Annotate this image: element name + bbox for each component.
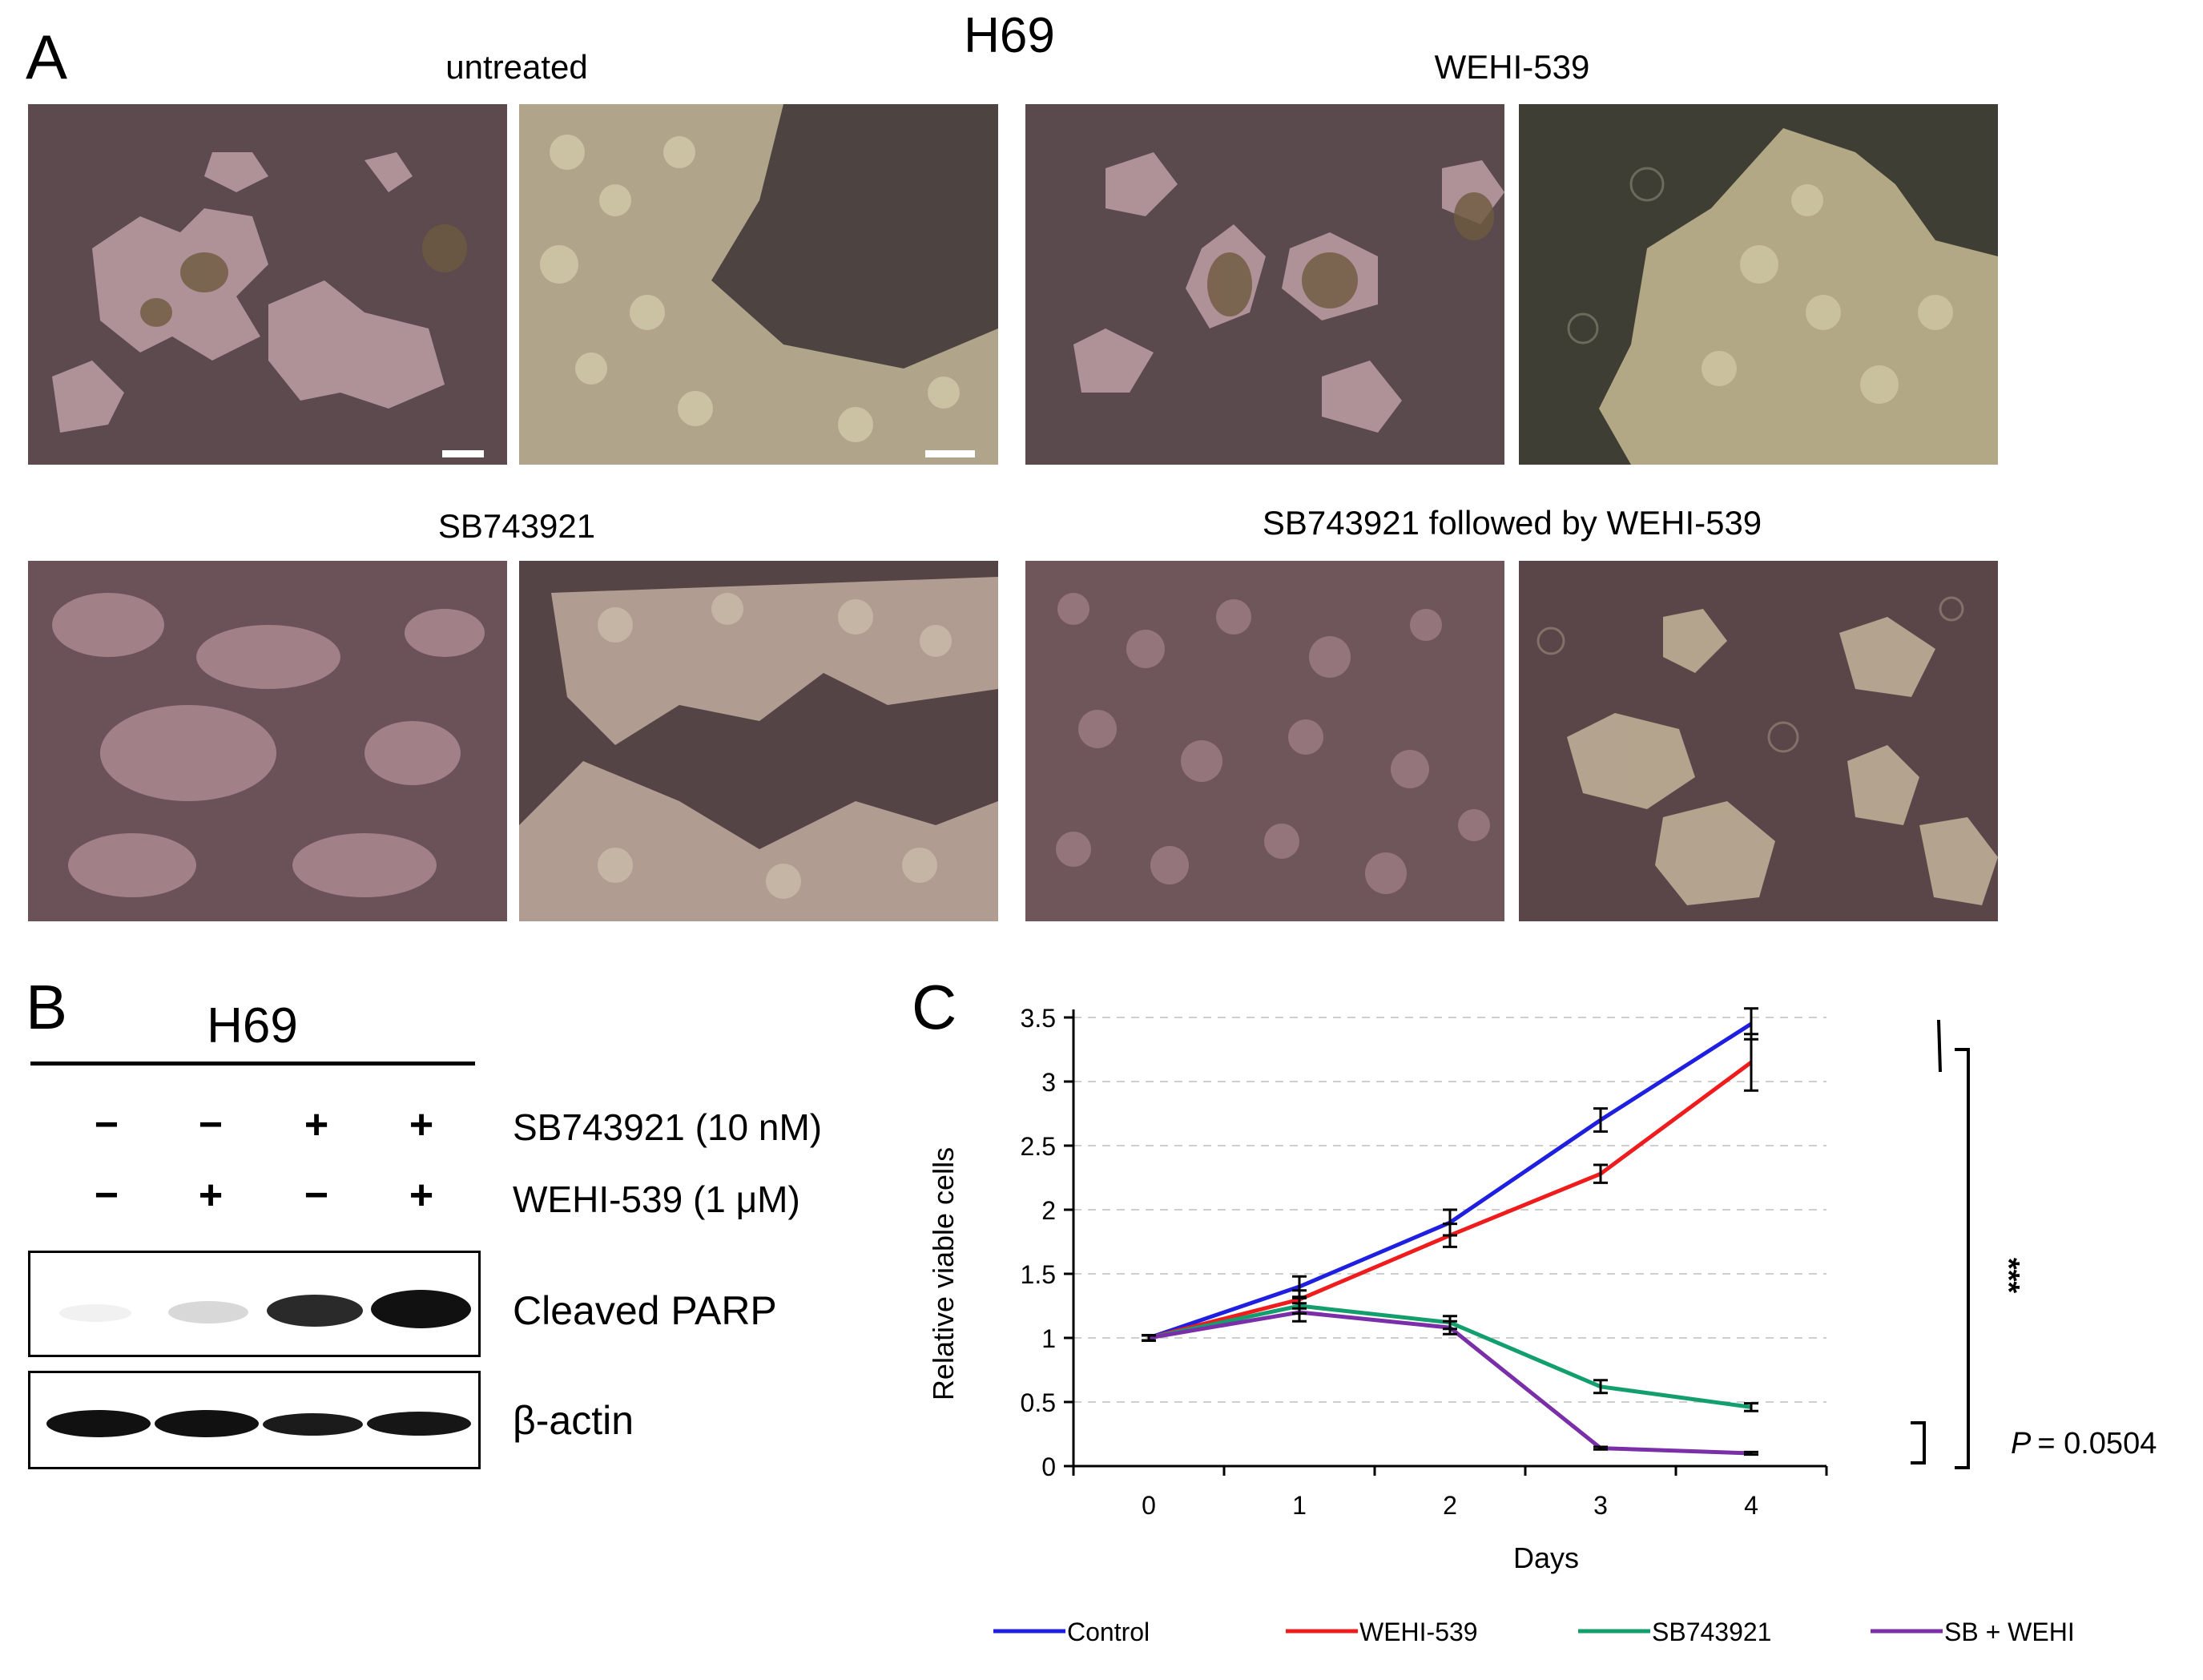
micrograph-combo-low [1025, 561, 1504, 921]
wehi-treatment-label: WEHI-539 (1 μM) [513, 1178, 800, 1220]
x-tick-labels: 0 1 2 3 4 [1142, 1491, 1758, 1520]
error-bar-2-4 [1744, 1402, 1758, 1412]
x-axis-label: Days [1513, 1541, 1579, 1574]
sb-sign-lane-2: − [198, 1102, 224, 1148]
scale-bar-low [442, 450, 484, 457]
caption-combo: SB743921 followed by WEHI-539 [1262, 504, 1762, 542]
caption-sb: SB743921 [437, 507, 596, 545]
error-bar-3-4 [1744, 1450, 1758, 1456]
p-value: = 0.0504 [2037, 1427, 2157, 1460]
y-tick-label-1: 0.5 [1021, 1388, 1056, 1417]
legend-label-3: SB + WEHI [1944, 1618, 2075, 1646]
actin-band-lane-2 [155, 1410, 259, 1437]
micrograph-combo-high [1519, 561, 1998, 921]
panel-a-cell-line: H69 [964, 8, 1055, 63]
error-bar-1-2 [1443, 1223, 1457, 1248]
cleaved-parp-label: Cleaved PARP [513, 1288, 777, 1333]
micrograph-untreated-low [28, 104, 507, 465]
bracket-small [1911, 1421, 1926, 1464]
micrograph-sb-low [28, 561, 507, 921]
actin-band-lane-4 [367, 1412, 471, 1436]
y-tick-label-5: 2.5 [1021, 1132, 1056, 1161]
parp-band-lane-1 [59, 1304, 131, 1322]
parp-band-lane-2 [168, 1301, 248, 1323]
error-bar-2-3 [1593, 1379, 1608, 1395]
micrograph-wehi-high [1519, 104, 1998, 465]
sb-sign-lane-3: + [304, 1102, 329, 1148]
error-bar-3-3 [1593, 1445, 1608, 1451]
panel-b-letter: B [26, 972, 68, 1042]
wehi-sign-lane-4: + [409, 1172, 434, 1219]
parp-band-lane-3 [267, 1295, 363, 1327]
series-line-1 [1148, 1060, 1753, 1340]
actin-band-lane-3 [263, 1413, 363, 1436]
sb-sign-lane-4: + [409, 1102, 434, 1148]
legend-label-2: SB743921 [1652, 1618, 1771, 1646]
error-bar-3-0 [1142, 1334, 1156, 1342]
series-line-0 [1148, 1021, 1753, 1340]
parp-band-lane-4 [371, 1290, 471, 1328]
y-tick-label-0: 0 [1041, 1452, 1056, 1481]
panel-b-cell-line: H69 [207, 998, 298, 1054]
micrograph-sb-high [519, 561, 998, 921]
y-tick-label-7: 3.5 [1021, 1004, 1056, 1033]
beta-actin-label: β-actin [513, 1398, 634, 1443]
error-bars [1142, 1007, 1758, 1456]
y-tick-label-3: 1.5 [1021, 1260, 1056, 1289]
error-bar-1-3 [1593, 1163, 1608, 1184]
x-tick-label-4: 4 [1744, 1491, 1758, 1520]
wehi-sign-lane-2: + [198, 1172, 224, 1219]
caption-untreated: untreated [445, 48, 588, 86]
x-tick-label-2: 2 [1443, 1491, 1457, 1520]
p-value-annotation: P = 0.0504 [2011, 1427, 2157, 1460]
blot-cleaved-parp [28, 1251, 481, 1357]
error-bar-3-1 [1292, 1302, 1307, 1323]
axes [1064, 1009, 1828, 1476]
significance-stars: *** [1992, 1258, 2025, 1294]
actin-band-lane-1 [46, 1410, 151, 1437]
x-tick-label-0: 0 [1142, 1491, 1156, 1520]
y-tick-labels: 0 0.5 1 1.5 2 2.5 3 3.5 [1021, 1004, 1056, 1481]
y-axis-label: Relative viable cells [927, 1147, 960, 1400]
error-bar-1-4 [1744, 1033, 1758, 1092]
y-tick-label-6: 3 [1041, 1068, 1056, 1097]
panel-b-header-line [30, 1062, 475, 1066]
blot-beta-actin [28, 1371, 481, 1469]
panel-a-letter: A [26, 22, 68, 92]
sb-sign-lane-1: − [94, 1102, 119, 1148]
p-prefix: P [2011, 1427, 2032, 1460]
legend-label-0: Control [1067, 1618, 1150, 1646]
y-tick-label-4: 2 [1041, 1196, 1056, 1225]
wehi-sign-lane-3: − [304, 1172, 329, 1219]
y-tick-label-2: 1 [1041, 1324, 1056, 1353]
wehi-sign-lane-1: − [94, 1172, 119, 1219]
chart-legend: Control WEHI-539 SB743921 SB + WEHI [993, 1618, 2075, 1646]
significance-brackets [1911, 1019, 1970, 1469]
panel-c-letter: C [912, 972, 957, 1042]
micrograph-untreated-high [519, 104, 998, 465]
bracket-control-wehi [1937, 1019, 1942, 1073]
sb-treatment-label: SB743921 (10 nM) [513, 1106, 823, 1148]
x-tick-label-3: 3 [1593, 1491, 1608, 1520]
caption-wehi: WEHI-539 [1434, 48, 1590, 86]
x-tick-label-1: 1 [1292, 1491, 1307, 1520]
error-bar-3-2 [1443, 1319, 1457, 1336]
bracket-main [1955, 1048, 1970, 1469]
scale-bar-high [925, 450, 975, 457]
micrograph-wehi-low [1025, 104, 1504, 465]
viability-line-chart: 0 0.5 1 1.5 2 2.5 3 3.5 0 1 2 3 4 Relative viable c… [927, 1004, 2157, 1646]
legend-label-1: WEHI-539 [1359, 1618, 1478, 1646]
error-bar-0-3 [1593, 1107, 1608, 1133]
